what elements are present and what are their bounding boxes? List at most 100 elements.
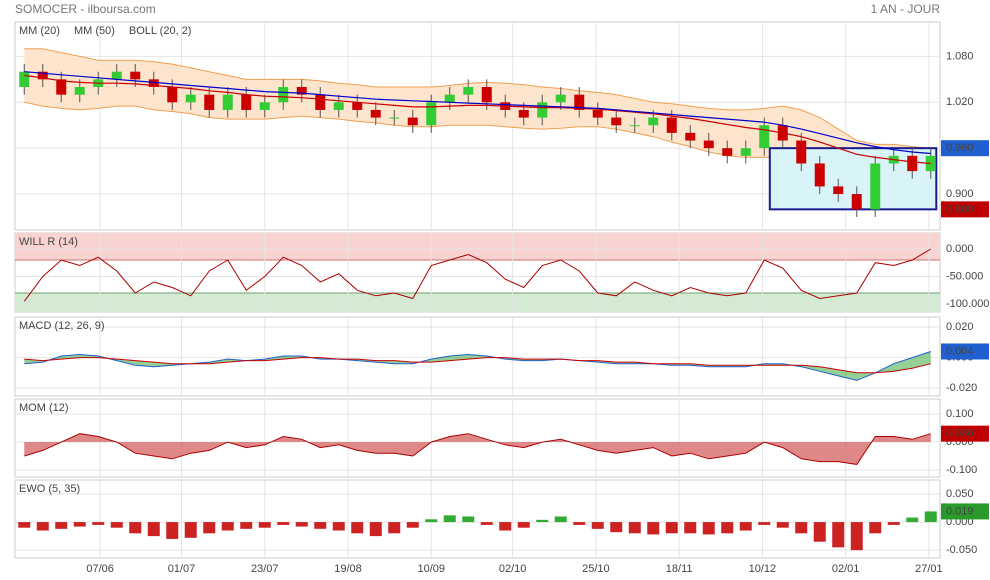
candle-body bbox=[666, 117, 677, 133]
candle-body bbox=[537, 102, 548, 118]
candle-body bbox=[407, 117, 418, 126]
y-tick-label: -50.000 bbox=[946, 270, 983, 282]
y-tick-label: 0.100 bbox=[946, 408, 974, 420]
ewo-bar bbox=[554, 516, 567, 523]
candle-body bbox=[463, 87, 474, 95]
ewo-bar bbox=[36, 522, 49, 531]
candle-body bbox=[352, 102, 363, 110]
candle-body bbox=[241, 94, 252, 110]
ewo-bar bbox=[924, 511, 937, 523]
ewo-bar bbox=[795, 522, 808, 534]
candle-body bbox=[518, 109, 529, 118]
candle-body bbox=[481, 87, 492, 103]
y-tick-label: -0.020 bbox=[946, 382, 977, 394]
ewo-bar bbox=[221, 522, 234, 531]
candle-body bbox=[222, 94, 233, 110]
ewo-bar bbox=[129, 522, 142, 534]
y-tick-label: 0.000 bbox=[946, 243, 974, 255]
ewo-bar bbox=[684, 522, 697, 534]
ewo-bar bbox=[55, 522, 68, 529]
x-tick-label: 25/10 bbox=[582, 563, 610, 575]
ewo-bar bbox=[388, 522, 401, 534]
candle-body bbox=[759, 125, 770, 149]
candle-body bbox=[907, 155, 918, 172]
candle-body bbox=[740, 148, 751, 156]
panel-title: MACD (12, 26, 9) bbox=[19, 320, 105, 332]
ewo-bar bbox=[647, 522, 660, 535]
value-badge-label: 0.019 bbox=[946, 505, 974, 517]
value-badge bbox=[941, 140, 989, 157]
y-tick-label: 1.080 bbox=[946, 50, 974, 62]
moving-average bbox=[24, 71, 931, 155]
ewo-bar bbox=[869, 522, 882, 534]
candle-body bbox=[74, 87, 85, 95]
x-tick-label: 07/06 bbox=[86, 563, 114, 575]
candle-body bbox=[592, 109, 603, 118]
ewo-bar bbox=[351, 522, 364, 534]
macd-line bbox=[24, 351, 931, 381]
ewo-bar bbox=[591, 522, 604, 529]
panel-title: WILL R (14) bbox=[19, 236, 78, 248]
candle-body bbox=[259, 102, 270, 110]
bollinger-upper bbox=[24, 48, 931, 149]
panel bbox=[14, 479, 941, 559]
ewo-bar bbox=[166, 522, 179, 539]
value-badge-label: 0.030 bbox=[946, 428, 974, 440]
ewo-bar bbox=[406, 522, 419, 528]
candle-body bbox=[870, 163, 881, 210]
y-tick-label: 0.020 bbox=[946, 321, 974, 333]
y-tick-label: -0.050 bbox=[946, 544, 977, 556]
candle-body bbox=[648, 117, 659, 126]
ewo-bar bbox=[443, 515, 456, 523]
x-tick-label: 27/01 bbox=[915, 563, 943, 575]
candle-body bbox=[426, 102, 437, 126]
chart-title: SOMOCER - ilboursa.com bbox=[15, 2, 156, 16]
ewo-bar bbox=[184, 522, 197, 538]
x-tick-label: 02/10 bbox=[499, 563, 527, 575]
x-tick-label: 01/07 bbox=[168, 563, 196, 575]
panel-title: EWO (5, 35) bbox=[19, 483, 80, 495]
ewo-bar bbox=[425, 519, 438, 523]
candle-body bbox=[333, 102, 344, 110]
candle-body bbox=[722, 148, 733, 156]
ewo-bar bbox=[739, 522, 752, 531]
candle-body bbox=[389, 117, 400, 119]
candle-body bbox=[111, 71, 122, 80]
candle-body bbox=[278, 87, 289, 103]
ewo-bar bbox=[92, 522, 105, 525]
ewo-bar bbox=[702, 522, 715, 535]
ewo-bar bbox=[887, 522, 900, 525]
ewo-bar bbox=[277, 522, 290, 525]
candle-body bbox=[37, 71, 48, 80]
value-badge bbox=[941, 343, 989, 360]
candle-body bbox=[130, 71, 141, 80]
value-badge bbox=[941, 201, 989, 218]
legend-entry: MM (50) bbox=[74, 25, 115, 37]
candle-body bbox=[814, 163, 825, 187]
period: 1 AN - JOUR bbox=[871, 2, 941, 16]
candle-body bbox=[56, 79, 67, 95]
value-badge-label: 0.004 bbox=[946, 345, 974, 357]
ewo-bar bbox=[18, 522, 31, 528]
ewo-bar bbox=[721, 522, 734, 534]
oversold-zone bbox=[15, 293, 940, 312]
legend-entry: BOLL (20, 2) bbox=[129, 25, 192, 37]
ewo-bar bbox=[73, 522, 86, 527]
candle-body bbox=[611, 117, 622, 126]
ewo-bar bbox=[462, 516, 475, 523]
candle-body bbox=[370, 109, 381, 118]
ewo-bar bbox=[240, 522, 253, 529]
candle-body bbox=[685, 132, 696, 141]
y-tick-label: -0.100 bbox=[946, 464, 977, 476]
candle-body bbox=[444, 94, 455, 103]
ewo-bar bbox=[610, 522, 623, 533]
x-tick-label: 10/09 bbox=[417, 563, 445, 575]
candle-body bbox=[148, 79, 159, 87]
momentum-area bbox=[24, 433, 931, 465]
ewo-bar bbox=[295, 522, 308, 527]
overbought-zone bbox=[15, 233, 940, 260]
ewo-bar bbox=[628, 522, 641, 534]
momentum-line bbox=[24, 433, 931, 465]
ewo-bar bbox=[573, 522, 586, 525]
